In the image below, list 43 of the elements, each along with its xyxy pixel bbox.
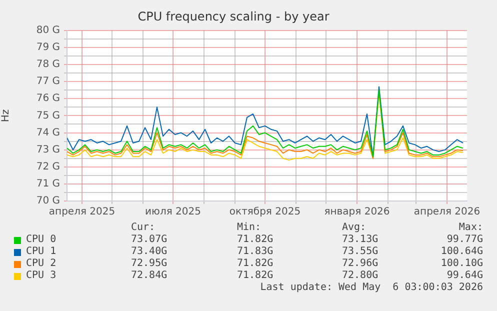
text: 72.96G [342,258,378,270]
y-tick-label: 74 G [36,127,60,138]
text: 73.55G [342,246,378,258]
text: 71.82G [237,234,274,246]
x-tick-label: апреля 2026 [414,206,480,218]
text: Avg: [342,222,366,234]
text: 73.13G [342,234,378,246]
text: 100.64G [440,246,483,258]
text: 71.82G [237,258,274,270]
text: 72.95G [131,258,168,270]
text: Min: [237,222,262,234]
text: 73.07G [131,234,168,246]
legend-label: CPU 3 [26,270,56,282]
text: 71.82G [237,270,274,282]
text: 72.84G [131,270,168,282]
y-tick-label: 76 G [36,93,60,104]
y-tick-label: 75 G [36,110,60,122]
text: 100.10G [440,258,483,270]
text: Last update: Wed May 6 03:00:03 2026 [260,282,483,294]
text: Max: [458,222,483,234]
x-tick-label: апреля 2025 [48,206,116,218]
legend-label: CPU 1 [26,246,56,258]
y-tick-label: 80 G [36,24,60,36]
text: 71.83G [237,246,274,258]
text: 73.40G [131,246,168,258]
text: 72.80G [342,270,378,282]
y-tick-label: 79 G [36,42,60,54]
y-tick-label: 73 G [36,144,60,156]
x-tick-label: октября 2025 [229,206,301,218]
y-tick-label: 70 G [36,196,60,207]
y-tick-label: 71 G [36,178,60,190]
x-tick-label: января 2026 [324,206,390,218]
legend-label: CPU 2 [26,258,56,270]
text: 99.77G [446,234,483,246]
y-axis-title: Hz [0,109,12,122]
y-tick-label: 77 G [36,76,60,88]
y-tick-label: 78 G [36,59,60,70]
text: 99.64G [446,270,483,282]
chart-title: CPU frequency scaling - by year [138,9,330,24]
legend-label: CPU 0 [26,234,56,246]
y-tick-label: 72 G [36,161,60,172]
x-tick-label: июля 2025 [145,206,201,218]
text: Cur: [131,222,156,234]
